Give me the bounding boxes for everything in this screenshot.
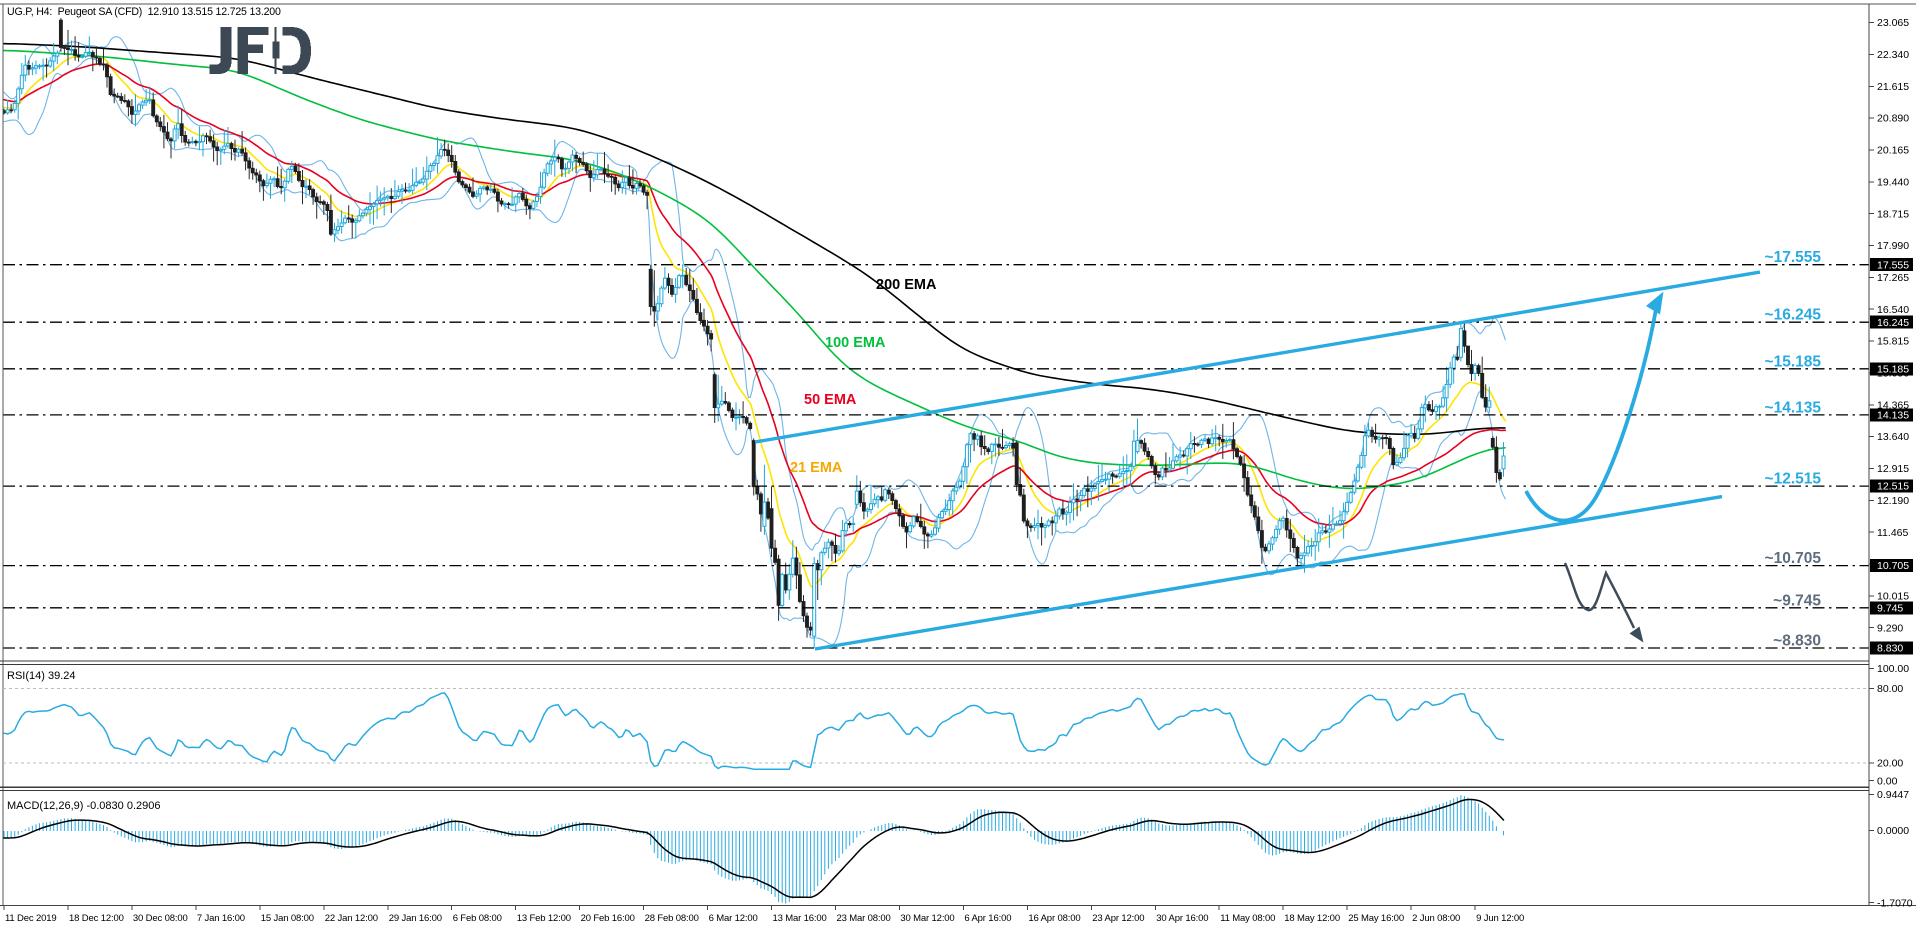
svg-text:15.185: 15.185 — [1877, 363, 1909, 375]
svg-text:17.265: 17.265 — [1877, 272, 1909, 284]
svg-text:100.00: 100.00 — [1877, 663, 1909, 675]
svg-text:8.830: 8.830 — [1877, 643, 1903, 655]
svg-text:100 EMA: 100 EMA — [825, 335, 886, 351]
svg-text:~8.830: ~8.830 — [1773, 633, 1821, 650]
svg-text:~14.135: ~14.135 — [1765, 399, 1822, 416]
svg-text:12.190: 12.190 — [1877, 495, 1909, 507]
svg-text:12.515: 12.515 — [1877, 481, 1909, 493]
svg-text:19.440: 19.440 — [1877, 176, 1909, 188]
svg-text:-1.7070: -1.7070 — [1877, 897, 1913, 909]
svg-text:11.465: 11.465 — [1877, 527, 1908, 539]
svg-text:30 Mar 12:00: 30 Mar 12:00 — [900, 913, 954, 924]
svg-text:0.00: 0.00 — [1877, 775, 1898, 787]
svg-text:~10.705: ~10.705 — [1765, 550, 1822, 567]
svg-text:2 Jun 08:00: 2 Jun 08:00 — [1412, 913, 1460, 924]
svg-text:6 Apr 16:00: 6 Apr 16:00 — [964, 913, 1011, 924]
svg-text:16.245: 16.245 — [1877, 317, 1909, 329]
svg-text:6 Feb 08:00: 6 Feb 08:00 — [453, 913, 502, 924]
svg-text:30 Dec 08:00: 30 Dec 08:00 — [133, 913, 188, 924]
svg-text:28 Feb 08:00: 28 Feb 08:00 — [645, 913, 699, 924]
svg-text:200 EMA: 200 EMA — [876, 277, 937, 293]
svg-text:13 Feb 12:00: 13 Feb 12:00 — [517, 913, 571, 924]
svg-text:0.0000: 0.0000 — [1877, 825, 1909, 837]
svg-text:~15.185: ~15.185 — [1765, 353, 1822, 370]
svg-text:10.705: 10.705 — [1877, 560, 1909, 572]
svg-text:14.135: 14.135 — [1877, 410, 1909, 422]
svg-text:22.340: 22.340 — [1877, 49, 1909, 61]
svg-text:16.540: 16.540 — [1877, 304, 1909, 316]
svg-text:50 EMA: 50 EMA — [804, 392, 857, 408]
svg-text:30 Apr 16:00: 30 Apr 16:00 — [1156, 913, 1208, 924]
svg-text:~16.245: ~16.245 — [1765, 307, 1822, 324]
svg-text:17.990: 17.990 — [1877, 240, 1909, 252]
svg-text:~17.555: ~17.555 — [1765, 249, 1822, 266]
svg-text:6 Mar 12:00: 6 Mar 12:00 — [709, 913, 758, 924]
svg-text:80.00: 80.00 — [1877, 683, 1903, 695]
svg-text:9 Jun 12:00: 9 Jun 12:00 — [1476, 913, 1524, 924]
svg-text:23 Apr 12:00: 23 Apr 12:00 — [1092, 913, 1144, 924]
svg-text:22 Jan 12:00: 22 Jan 12:00 — [325, 913, 378, 924]
svg-text:21.615: 21.615 — [1877, 81, 1909, 93]
svg-text:18 May 12:00: 18 May 12:00 — [1284, 913, 1340, 924]
svg-text:13 Mar 16:00: 13 Mar 16:00 — [773, 913, 827, 924]
svg-text:21 EMA: 21 EMA — [790, 460, 843, 476]
svg-text:29 Jan 16:00: 29 Jan 16:00 — [389, 913, 442, 924]
svg-text:12.915: 12.915 — [1877, 463, 1909, 475]
svg-text:20.890: 20.890 — [1877, 113, 1909, 125]
svg-text:16 Apr 08:00: 16 Apr 08:00 — [1028, 913, 1080, 924]
svg-text:23.065: 23.065 — [1877, 17, 1909, 29]
svg-text:25 May 16:00: 25 May 16:00 — [1348, 913, 1404, 924]
svg-text:7 Jan 16:00: 7 Jan 16:00 — [197, 913, 245, 924]
svg-text:13.640: 13.640 — [1877, 431, 1909, 443]
svg-text:18 Dec 12:00: 18 Dec 12:00 — [69, 913, 124, 924]
svg-text:11 Dec 2019: 11 Dec 2019 — [5, 913, 57, 924]
svg-text:9.290: 9.290 — [1877, 622, 1903, 634]
svg-text:MACD(12,26,9) -0.0830 0.2906: MACD(12,26,9) -0.0830 0.2906 — [7, 800, 160, 812]
svg-text:9.745: 9.745 — [1877, 602, 1903, 614]
svg-text:15 Jan 08:00: 15 Jan 08:00 — [261, 913, 314, 924]
svg-text:23 Mar 08:00: 23 Mar 08:00 — [837, 913, 891, 924]
svg-text:RSI(14) 39.24: RSI(14) 39.24 — [7, 670, 75, 682]
svg-text:20.165: 20.165 — [1877, 145, 1909, 157]
svg-text:20 Feb 16:00: 20 Feb 16:00 — [581, 913, 635, 924]
svg-text:18.715: 18.715 — [1877, 208, 1909, 220]
svg-text:~12.515: ~12.515 — [1765, 471, 1822, 488]
svg-text:20.00: 20.00 — [1877, 758, 1903, 770]
svg-text:~9.745: ~9.745 — [1773, 592, 1821, 609]
svg-text:0.9447: 0.9447 — [1877, 789, 1909, 801]
svg-text:11 May 08:00: 11 May 08:00 — [1220, 913, 1275, 924]
svg-text:10.015: 10.015 — [1877, 591, 1909, 603]
svg-text:17.555: 17.555 — [1877, 259, 1909, 271]
svg-text:UG.P, H4: Peugeot SA (CFD) 1: UG.P, H4: Peugeot SA (CFD) 12.910 13.515… — [7, 6, 281, 18]
svg-text:15.815: 15.815 — [1877, 336, 1909, 348]
